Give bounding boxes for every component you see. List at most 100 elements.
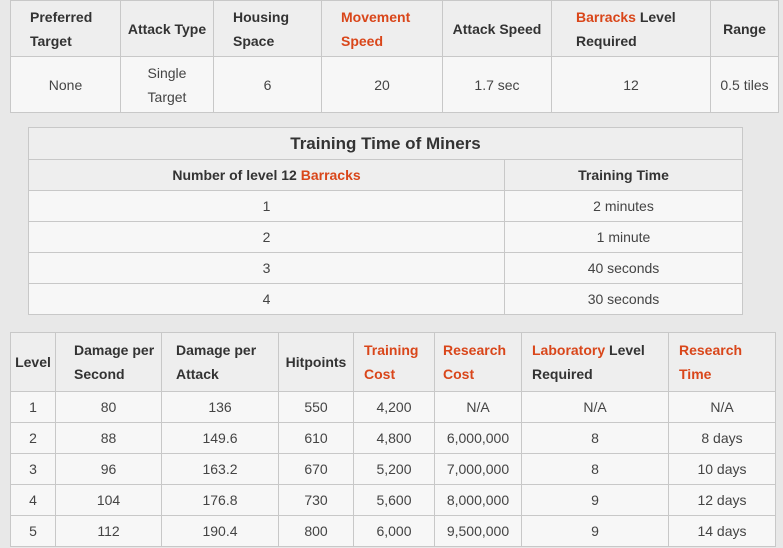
number-of-barracks-label: Number of level 12 bbox=[172, 167, 297, 183]
level-stats-header-row: Level Damage per Second Damage per Attac… bbox=[10, 332, 776, 392]
header-attack-speed: Attack Speed bbox=[442, 0, 552, 57]
table-row: 1 2 minutes bbox=[28, 190, 743, 222]
dpa-cell: 136 bbox=[161, 391, 279, 423]
training-cost-link[interactable]: Training Cost bbox=[364, 342, 419, 382]
research-cost-cell: 6,000,000 bbox=[434, 422, 522, 454]
level-required-label: Level Required bbox=[532, 342, 645, 382]
header-movement-speed[interactable]: Movement Speed bbox=[321, 0, 443, 57]
dps-cell: 80 bbox=[55, 391, 162, 423]
header-research-cost[interactable]: Research Cost bbox=[434, 332, 522, 392]
header-number-of-barracks: Number of level 12 Barracks bbox=[28, 159, 505, 191]
table-row: 4 30 seconds bbox=[28, 283, 743, 315]
table-row: 2 1 minute bbox=[28, 221, 743, 253]
research-cost-cell: 9,500,000 bbox=[434, 515, 522, 547]
barracks-count: 2 bbox=[28, 221, 505, 253]
header-training-time: Training Time bbox=[504, 159, 743, 191]
value-preferred-target: None bbox=[10, 56, 121, 113]
hitpoints-cell: 610 bbox=[278, 422, 354, 454]
laboratory-link[interactable]: Laboratory bbox=[532, 342, 606, 358]
training-cost-cell: 4,800 bbox=[353, 422, 435, 454]
lab-level-cell: N/A bbox=[521, 391, 669, 423]
unit-stats-value-row: None Single Target 6 20 1.7 sec 12 0.5 t… bbox=[10, 56, 779, 113]
hitpoints-cell: 670 bbox=[278, 453, 354, 485]
value-range: 0.5 tiles bbox=[710, 56, 779, 113]
level-cell: 2 bbox=[10, 422, 56, 454]
training-time-value: 30 seconds bbox=[504, 283, 743, 315]
hitpoints-cell: 550 bbox=[278, 391, 354, 423]
value-housing-space: 6 bbox=[213, 56, 322, 113]
header-dpa: Damage per Attack bbox=[161, 332, 279, 392]
header-level: Level bbox=[10, 332, 56, 392]
level-cell: 4 bbox=[10, 484, 56, 516]
training-cost-cell: 4,200 bbox=[353, 391, 435, 423]
barracks-count: 3 bbox=[28, 252, 505, 284]
table-row: 4 104 176.8 730 5,600 8,000,000 9 12 day… bbox=[10, 484, 776, 516]
barracks-link[interactable]: Barracks bbox=[576, 8, 636, 25]
barracks-link[interactable]: Barracks bbox=[300, 167, 361, 183]
research-time-link[interactable]: Research Time bbox=[679, 342, 743, 382]
barracks-count: 1 bbox=[28, 190, 505, 222]
header-housing-space: Housing Space bbox=[213, 0, 322, 57]
research-time-cell: 12 days bbox=[668, 484, 776, 516]
training-time-value: 1 minute bbox=[504, 221, 743, 253]
lab-level-cell: 8 bbox=[521, 453, 669, 485]
dpa-cell: 149.6 bbox=[161, 422, 279, 454]
research-time-cell: 8 days bbox=[668, 422, 776, 454]
header-preferred-target: Preferred Target bbox=[10, 0, 121, 57]
dps-cell: 112 bbox=[55, 515, 162, 547]
value-movement-speed: 20 bbox=[321, 56, 443, 113]
header-dps: Damage per Second bbox=[55, 332, 162, 392]
training-cost-cell: 5,600 bbox=[353, 484, 435, 516]
training-time-table: Training Time of Miners Number of level … bbox=[28, 127, 743, 315]
dps-cell: 104 bbox=[55, 484, 162, 516]
training-time-header-row: Number of level 12 Barracks Training Tim… bbox=[28, 159, 743, 191]
header-training-cost[interactable]: Training Cost bbox=[353, 332, 435, 392]
table-row: 5 112 190.4 800 6,000 9,500,000 9 14 day… bbox=[10, 515, 776, 547]
training-time-caption: Training Time of Miners bbox=[28, 127, 743, 160]
header-hitpoints: Hitpoints bbox=[278, 332, 354, 392]
research-cost-cell: 8,000,000 bbox=[434, 484, 522, 516]
training-time-value: 40 seconds bbox=[504, 252, 743, 284]
research-cost-cell: N/A bbox=[434, 391, 522, 423]
hitpoints-cell: 730 bbox=[278, 484, 354, 516]
hitpoints-cell: 800 bbox=[278, 515, 354, 547]
unit-stats-table: Preferred Target Attack Type Housing Spa… bbox=[10, 0, 779, 113]
value-barracks-level: 12 bbox=[551, 56, 711, 113]
research-time-cell: N/A bbox=[668, 391, 776, 423]
header-laboratory-level: Laboratory Level Required bbox=[521, 332, 669, 392]
header-barracks-level: Barracks Level Required bbox=[551, 0, 711, 57]
level-stats-table: Level Damage per Second Damage per Attac… bbox=[10, 332, 776, 547]
table-row: 2 88 149.6 610 4,800 6,000,000 8 8 days bbox=[10, 422, 776, 454]
barracks-count: 4 bbox=[28, 283, 505, 315]
dpa-cell: 190.4 bbox=[161, 515, 279, 547]
table-row: 3 96 163.2 670 5,200 7,000,000 8 10 days bbox=[10, 453, 776, 485]
research-time-cell: 14 days bbox=[668, 515, 776, 547]
value-attack-speed: 1.7 sec bbox=[442, 56, 552, 113]
dps-cell: 88 bbox=[55, 422, 162, 454]
dps-cell: 96 bbox=[55, 453, 162, 485]
lab-level-cell: 9 bbox=[521, 484, 669, 516]
lab-level-cell: 9 bbox=[521, 515, 669, 547]
header-range: Range bbox=[710, 0, 779, 57]
training-time-value: 2 minutes bbox=[504, 190, 743, 222]
level-cell: 3 bbox=[10, 453, 56, 485]
table-row: 1 80 136 550 4,200 N/A N/A N/A bbox=[10, 391, 776, 423]
movement-speed-link[interactable]: Movement Speed bbox=[341, 8, 411, 49]
training-cost-cell: 5,200 bbox=[353, 453, 435, 485]
training-time-caption-row: Training Time of Miners bbox=[28, 127, 743, 160]
research-cost-link[interactable]: Research Cost bbox=[443, 342, 507, 382]
table-row: 3 40 seconds bbox=[28, 252, 743, 284]
header-attack-type: Attack Type bbox=[120, 0, 214, 57]
dpa-cell: 176.8 bbox=[161, 484, 279, 516]
dpa-cell: 163.2 bbox=[161, 453, 279, 485]
research-time-cell: 10 days bbox=[668, 453, 776, 485]
level-cell: 5 bbox=[10, 515, 56, 547]
header-research-time[interactable]: Research Time bbox=[668, 332, 776, 392]
value-attack-type: Single Target bbox=[120, 56, 214, 113]
level-cell: 1 bbox=[10, 391, 56, 423]
research-cost-cell: 7,000,000 bbox=[434, 453, 522, 485]
unit-stats-header-row: Preferred Target Attack Type Housing Spa… bbox=[10, 0, 779, 57]
level-required-label: Level Required bbox=[576, 8, 676, 49]
training-cost-cell: 6,000 bbox=[353, 515, 435, 547]
lab-level-cell: 8 bbox=[521, 422, 669, 454]
